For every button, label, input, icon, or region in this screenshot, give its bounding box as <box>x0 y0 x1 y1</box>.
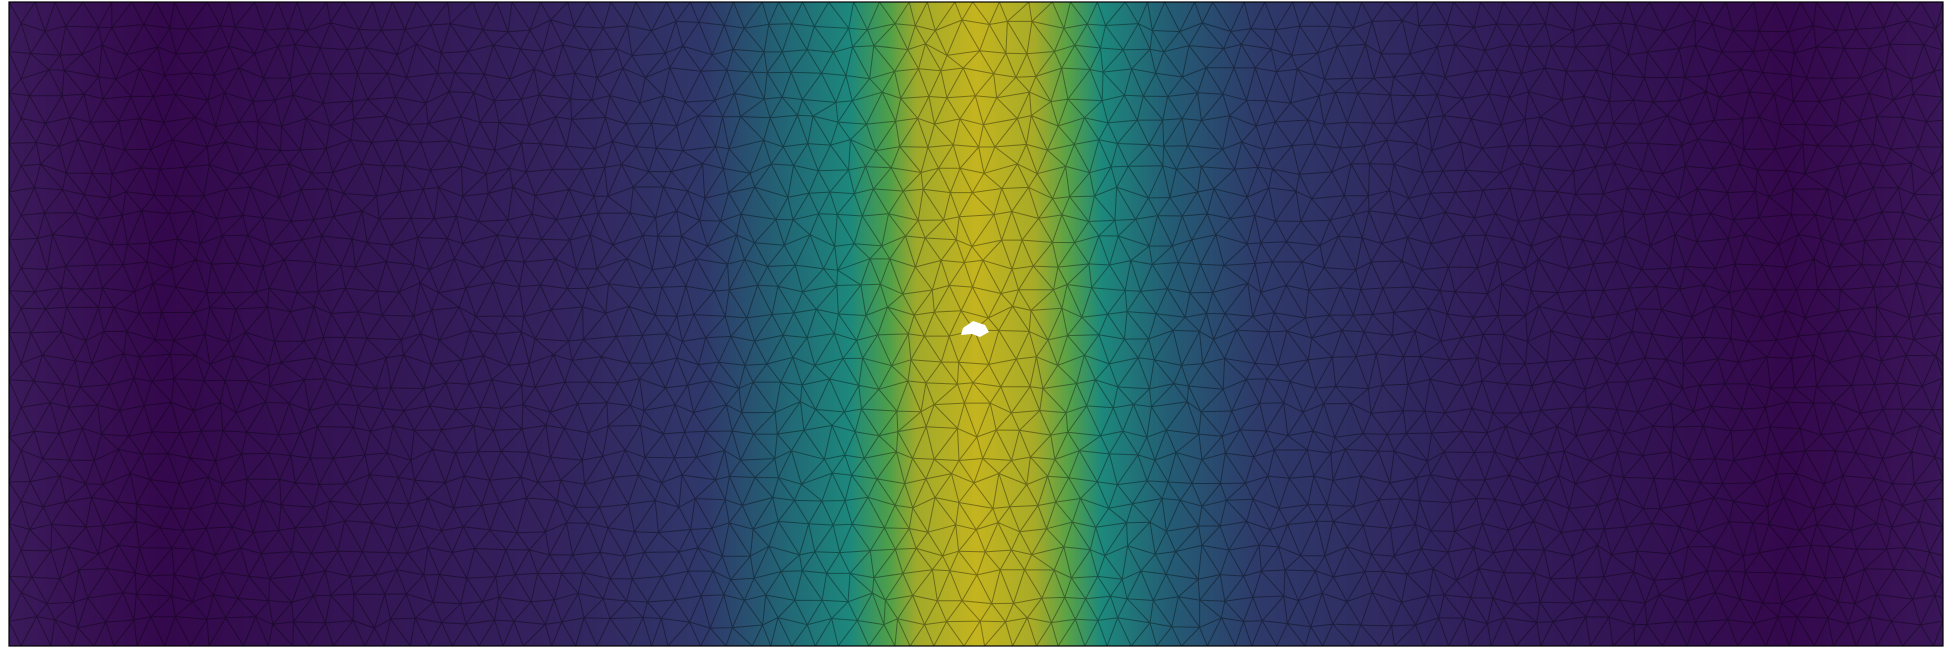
mesh <box>9 2 1943 646</box>
mesh-edges <box>9 2 1943 646</box>
frame <box>8 1 1944 647</box>
hole <box>961 321 989 337</box>
